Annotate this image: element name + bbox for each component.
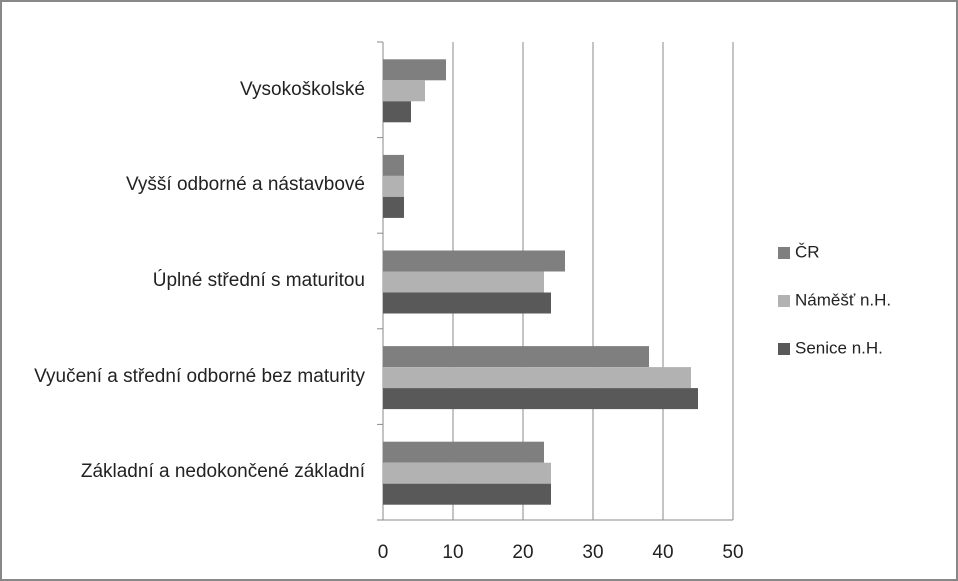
bar (383, 175, 404, 197)
bar (383, 292, 551, 314)
x-tick-label: 0 (378, 542, 389, 563)
bar (383, 196, 404, 218)
bar (383, 441, 544, 463)
legend-label: Senice n.H. (795, 338, 883, 357)
y-tick-label: Úplné střední s maturitou (152, 270, 365, 291)
legend-label: Náměšť n.H. (795, 290, 891, 309)
bar (383, 346, 649, 368)
bar (383, 250, 565, 272)
x-tick-label: 10 (442, 542, 463, 563)
legend-label: ČR (795, 242, 820, 261)
legend-swatch (778, 295, 790, 307)
y-tick-label: Základní a nedokončené základní (80, 461, 365, 483)
bar (383, 101, 411, 123)
y-tick-label: Vyučení a střední odborné bez maturity (34, 365, 365, 387)
bar (383, 462, 551, 484)
bar (383, 271, 544, 293)
x-tick-label: 30 (582, 542, 603, 563)
legend-swatch (778, 343, 790, 355)
x-tick-label: 40 (652, 542, 673, 563)
legend-swatch (778, 247, 790, 259)
x-tick-label: 50 (722, 542, 743, 563)
y-tick-label: Vysokoškolské (240, 78, 365, 100)
bar (383, 483, 551, 505)
bar (383, 80, 425, 102)
bar (383, 367, 691, 389)
bar (383, 154, 404, 176)
bar (383, 388, 698, 410)
bar (383, 59, 446, 81)
x-tick-label: 20 (512, 542, 533, 563)
y-tick-label: Vyšší odborné a nástavbové (125, 174, 365, 196)
